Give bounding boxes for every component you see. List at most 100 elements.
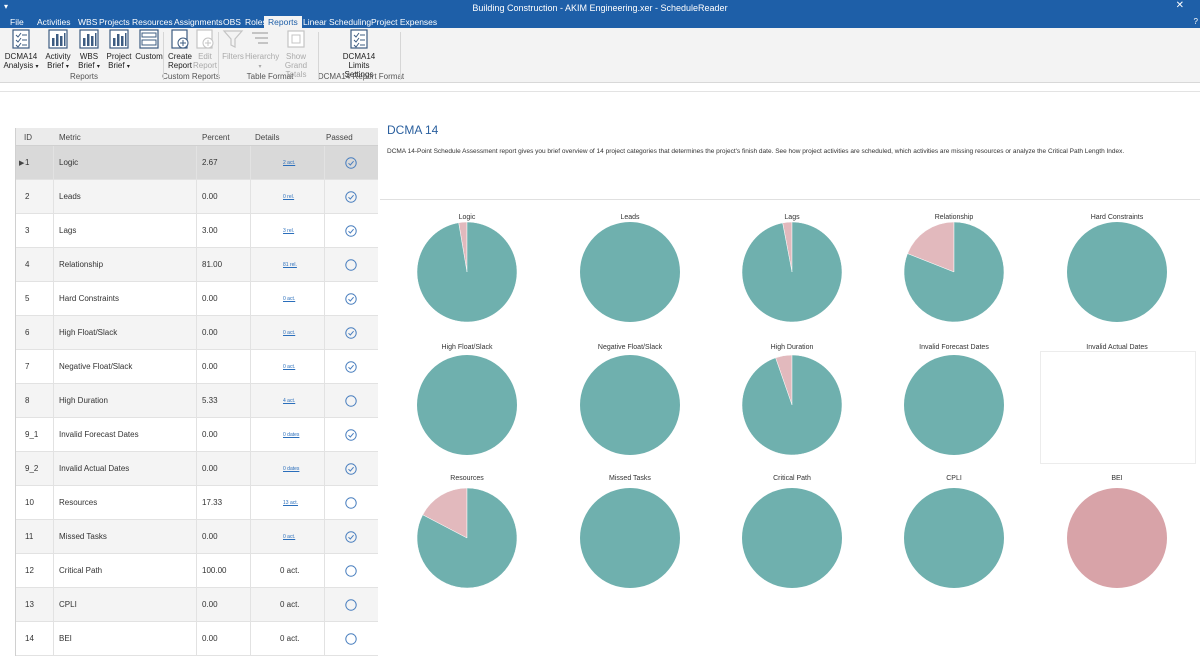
cell-details-link[interactable]: 2 act. [283, 160, 296, 166]
table-row[interactable]: 8 High Duration 5.33 4 act. [16, 384, 378, 418]
quick-access-icon[interactable]: ▾ [4, 2, 9, 11]
pie-chart-negative-float-slack[interactable] [578, 353, 682, 457]
col-percent-header[interactable]: Percent [202, 133, 230, 142]
table-row[interactable]: 11 Missed Tasks 0.00 0 act. [16, 520, 378, 554]
pie-slice-pass[interactable] [903, 221, 1005, 323]
pie-slice-fail[interactable] [1067, 488, 1167, 588]
menu-tab-linear-scheduling[interactable]: Linear Scheduling [303, 17, 372, 27]
table-row[interactable]: ▶ 1 Logic 2.67 2 act. [16, 146, 378, 180]
menu-tab-activities[interactable]: Activities [37, 17, 71, 27]
col-id-header[interactable]: ID [24, 133, 32, 142]
pie-slice-pass[interactable] [580, 222, 680, 322]
menu-tab-file[interactable]: File [10, 17, 24, 27]
table-row[interactable]: 10 Resources 17.33 13 act. [16, 486, 378, 520]
dropdown-arrow-icon[interactable]: ▾ [35, 64, 39, 70]
table-row[interactable]: 9_1 Invalid Forecast Dates 0.00 0 dates [16, 418, 378, 452]
ribbon-button-edit-report[interactable]: Edit Report [192, 28, 218, 70]
ribbon-button-wbs-brief[interactable]: WBS Brief ▾ [74, 28, 104, 72]
help-icon[interactable]: ? [1193, 17, 1198, 26]
menu-tab-assignments[interactable]: Assignments [174, 17, 223, 27]
pie-chart-logic[interactable] [415, 220, 519, 324]
pie-slice-pass[interactable] [580, 488, 680, 588]
dropdown-arrow-icon[interactable]: ▾ [96, 64, 100, 70]
pie-chart-high-duration[interactable] [740, 353, 844, 457]
failed-circle-icon [345, 633, 357, 645]
pie-slice-pass[interactable] [1067, 222, 1167, 322]
pie-chart-leads[interactable] [578, 220, 682, 324]
cell-details-link[interactable]: 0 act. [283, 364, 296, 370]
cell-details-link[interactable]: 81 rel. [283, 262, 297, 268]
menu-tab-projects[interactable]: Projects [99, 17, 130, 27]
menu-tab-wbs[interactable]: WBS [78, 17, 98, 27]
dropdown-arrow-icon[interactable]: ▾ [65, 64, 69, 70]
dropdown-arrow-icon[interactable]: ▾ [258, 64, 262, 70]
pie-slice-fail[interactable] [907, 221, 955, 273]
menu-tab-obs[interactable]: OBS [223, 17, 241, 27]
pie-slice-pass[interactable] [904, 488, 1004, 588]
pie-slice-pass[interactable] [741, 221, 843, 323]
pie-chart-invalid-forecast-dates[interactable] [902, 353, 1006, 457]
cell-divider [250, 554, 251, 587]
ribbon-button-activity-brief[interactable]: Activity Brief ▾ [42, 28, 74, 72]
cell-divider [196, 486, 197, 519]
menu-tab-project-expenses[interactable]: Project Expenses [371, 17, 438, 27]
cell-details-link[interactable]: 0 act. [283, 296, 296, 302]
ribbon-button-filters[interactable]: Filters [220, 28, 246, 61]
pie-slice-fail[interactable] [422, 487, 468, 539]
pie-slice-pass[interactable] [416, 221, 518, 323]
pie-chart-high-float-slack[interactable] [415, 353, 519, 457]
pie-chart-resources[interactable] [415, 486, 519, 590]
ribbon-button-project-brief[interactable]: Project Brief ▾ [104, 28, 134, 72]
table-row[interactable]: 13 CPLI 0.00 0 act. [16, 588, 378, 622]
table-row[interactable]: 2 Leads 0.00 0 rel. [16, 180, 378, 214]
pie-chart-cpli[interactable] [902, 486, 1006, 590]
table-row[interactable]: 9_2 Invalid Actual Dates 0.00 0 dates [16, 452, 378, 486]
cell-details-link[interactable]: 0 act. [283, 330, 296, 336]
close-icon[interactable]: ✕ [1175, 0, 1184, 11]
cell-details-link[interactable]: 4 act. [283, 398, 296, 404]
pie-chart-lags[interactable] [740, 220, 844, 324]
menu-tab-reports[interactable]: Reports [264, 16, 302, 28]
table-row[interactable]: 14 BEI 0.00 0 act. [16, 622, 378, 656]
col-details-header[interactable]: Details [255, 133, 280, 142]
table-row[interactable]: 5 Hard Constraints 0.00 0 act. [16, 282, 378, 316]
cell-metric: Logic [59, 158, 79, 167]
menu-tab-roles[interactable]: Roles [245, 17, 267, 27]
cell-id: 5 [25, 294, 30, 303]
table-row[interactable]: 7 Negative Float/Slack 0.00 0 act. [16, 350, 378, 384]
ribbon-button-dcma14-analysis[interactable]: DCMA14 Analysis ▾ [2, 28, 40, 72]
pie-slice-pass[interactable] [417, 355, 517, 455]
pie-chart-relationship[interactable] [902, 220, 1006, 324]
pie-slice-pass[interactable] [416, 487, 518, 589]
pie-slice-pass[interactable] [904, 355, 1004, 455]
cell-details-link[interactable]: 3 rel. [283, 228, 295, 234]
ribbon-button-custom[interactable]: Custom [134, 28, 164, 61]
pie-chart-hard-constraints[interactable] [1065, 220, 1169, 324]
ribbon-button-create-report[interactable]: Create Report [166, 28, 194, 70]
ribbon-button-dcma14-limits-settings[interactable]: DCMA14 Limits Settings [334, 28, 384, 79]
pie-chart-critical-path[interactable] [740, 486, 844, 590]
cell-details-link[interactable]: 0 dates [283, 466, 300, 472]
cell-details-link[interactable]: 13 act. [283, 500, 299, 506]
ribbon-button-label-2: Brief ▾ [78, 61, 100, 70]
cell-details-link[interactable]: 0 dates [283, 432, 300, 438]
ribbon-button-show-grand-totals[interactable]: Show Grand Totals [276, 28, 316, 79]
cell-divider [196, 520, 197, 553]
col-metric-header[interactable]: Metric [59, 133, 81, 142]
table-row[interactable]: 3 Lags 3.00 3 rel. [16, 214, 378, 248]
table-row[interactable]: 6 High Float/Slack 0.00 0 act. [16, 316, 378, 350]
menu-tab-resources[interactable]: Resources [132, 17, 173, 27]
cell-details-link[interactable]: 0 act. [283, 534, 296, 540]
table-row[interactable]: 12 Critical Path 100.00 0 act. [16, 554, 378, 588]
pie-slice-pass[interactable] [741, 354, 843, 456]
pie-chart-bei[interactable] [1065, 486, 1169, 590]
col-passed-header[interactable]: Passed [326, 133, 353, 142]
dropdown-arrow-icon[interactable]: ▾ [126, 64, 130, 70]
pie-slice-pass[interactable] [742, 488, 842, 588]
table-row[interactable]: 4 Relationship 81.00 81 rel. [16, 248, 378, 282]
failed-circle-icon [345, 395, 357, 407]
ribbon-button-hierarchy[interactable]: Hierarchy ▾ [245, 28, 279, 72]
pie-chart-missed-tasks[interactable] [578, 486, 682, 590]
cell-details-link[interactable]: 0 rel. [283, 194, 295, 200]
pie-slice-pass[interactable] [580, 355, 680, 455]
